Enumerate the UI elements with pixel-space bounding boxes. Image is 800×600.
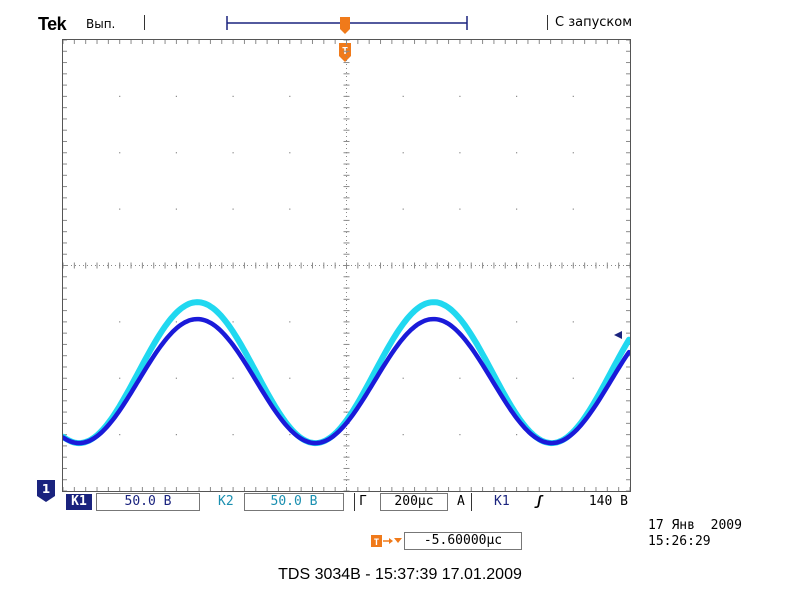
ch1-ground-marker-text: 1 (42, 482, 50, 496)
grid-dot (232, 434, 234, 436)
grid-dot (459, 434, 461, 436)
ch1-scale[interactable]: 50.0 В (96, 493, 200, 511)
timestamp: 17 Янв 2009 15:26:29 (648, 518, 742, 550)
grid-dot (175, 208, 177, 210)
grid-dot (232, 321, 234, 323)
readout-divider (471, 493, 472, 511)
grid-dot (119, 434, 121, 436)
grid-dot (119, 208, 121, 210)
grid-dot (289, 377, 291, 379)
grid-dot (402, 152, 404, 154)
ch1-label[interactable]: К1 (66, 494, 92, 510)
run-state-label: Вып. (86, 17, 116, 31)
horizontal-scale[interactable]: 200µс (380, 493, 448, 511)
grid-dot (402, 208, 404, 210)
grid-dot (572, 377, 574, 379)
grid-dot (289, 321, 291, 323)
record-position-bar[interactable]: T (222, 12, 472, 62)
grid-dot (232, 95, 234, 97)
grid-dot (459, 95, 461, 97)
trigger-level[interactable]: 140 В (588, 494, 628, 509)
grid-dot (572, 95, 574, 97)
ch2-scale[interactable]: 50.0 В (244, 493, 344, 511)
grid-dot (119, 377, 121, 379)
grid-dot (119, 321, 121, 323)
grid-dot (572, 152, 574, 154)
grid-dot (289, 208, 291, 210)
grid-dot (175, 434, 177, 436)
grid-dot (516, 152, 518, 154)
grid-dot (572, 321, 574, 323)
grid-dot (119, 95, 121, 97)
acquire-label: А (457, 494, 465, 509)
grid-dot (289, 434, 291, 436)
trigger-slope-icon[interactable]: ʃ (535, 494, 543, 509)
grid-dot (516, 208, 518, 210)
ch1-ground-marker-icon: 1 (37, 480, 55, 502)
grid-dot (232, 377, 234, 379)
grid-dot (402, 434, 404, 436)
trigger-position-icon (340, 17, 350, 34)
trigger-source[interactable]: К1 (494, 494, 510, 509)
trigger-offset-icon-text: T (374, 538, 380, 548)
horizontal-label: Г (359, 494, 367, 509)
grid-dot (459, 377, 461, 379)
timestamp-time: 15:26:29 (648, 534, 711, 549)
ch1-waveform (63, 316, 630, 446)
trigger-level-indicator-icon (614, 331, 622, 339)
brand-logo: Tek (38, 14, 67, 34)
oscilloscope-screen[interactable] (62, 39, 631, 492)
grid-dot (289, 152, 291, 154)
grid-dot (402, 95, 404, 97)
grid-dot (572, 208, 574, 210)
header-divider (547, 15, 548, 30)
grid-dot (175, 152, 177, 154)
grid-dot (232, 208, 234, 210)
trigger-offset-icon: T (371, 535, 402, 548)
grid-dot (516, 95, 518, 97)
grid-dot (175, 377, 177, 379)
grid-dot (459, 208, 461, 210)
grid-dot (516, 377, 518, 379)
ch2-label[interactable]: К2 (218, 494, 234, 509)
grid-dot (516, 434, 518, 436)
screenshot-caption: TDS 3034B - 15:37:39 17.01.2009 (278, 566, 522, 583)
trigger-mode-label: С запуском (555, 15, 633, 30)
grid-dot (289, 95, 291, 97)
grid-dot (402, 377, 404, 379)
timestamp-date: 17 Янв 2009 (648, 518, 742, 533)
header-divider (144, 15, 145, 30)
trigger-position[interactable]: -5.60000µс (404, 532, 522, 550)
grid-dot (232, 152, 234, 154)
grid-dot (175, 321, 177, 323)
grid-dot (119, 152, 121, 154)
grid-dot (516, 321, 518, 323)
grid-dot (459, 152, 461, 154)
grid-dot (175, 95, 177, 97)
readout-divider (354, 493, 355, 511)
